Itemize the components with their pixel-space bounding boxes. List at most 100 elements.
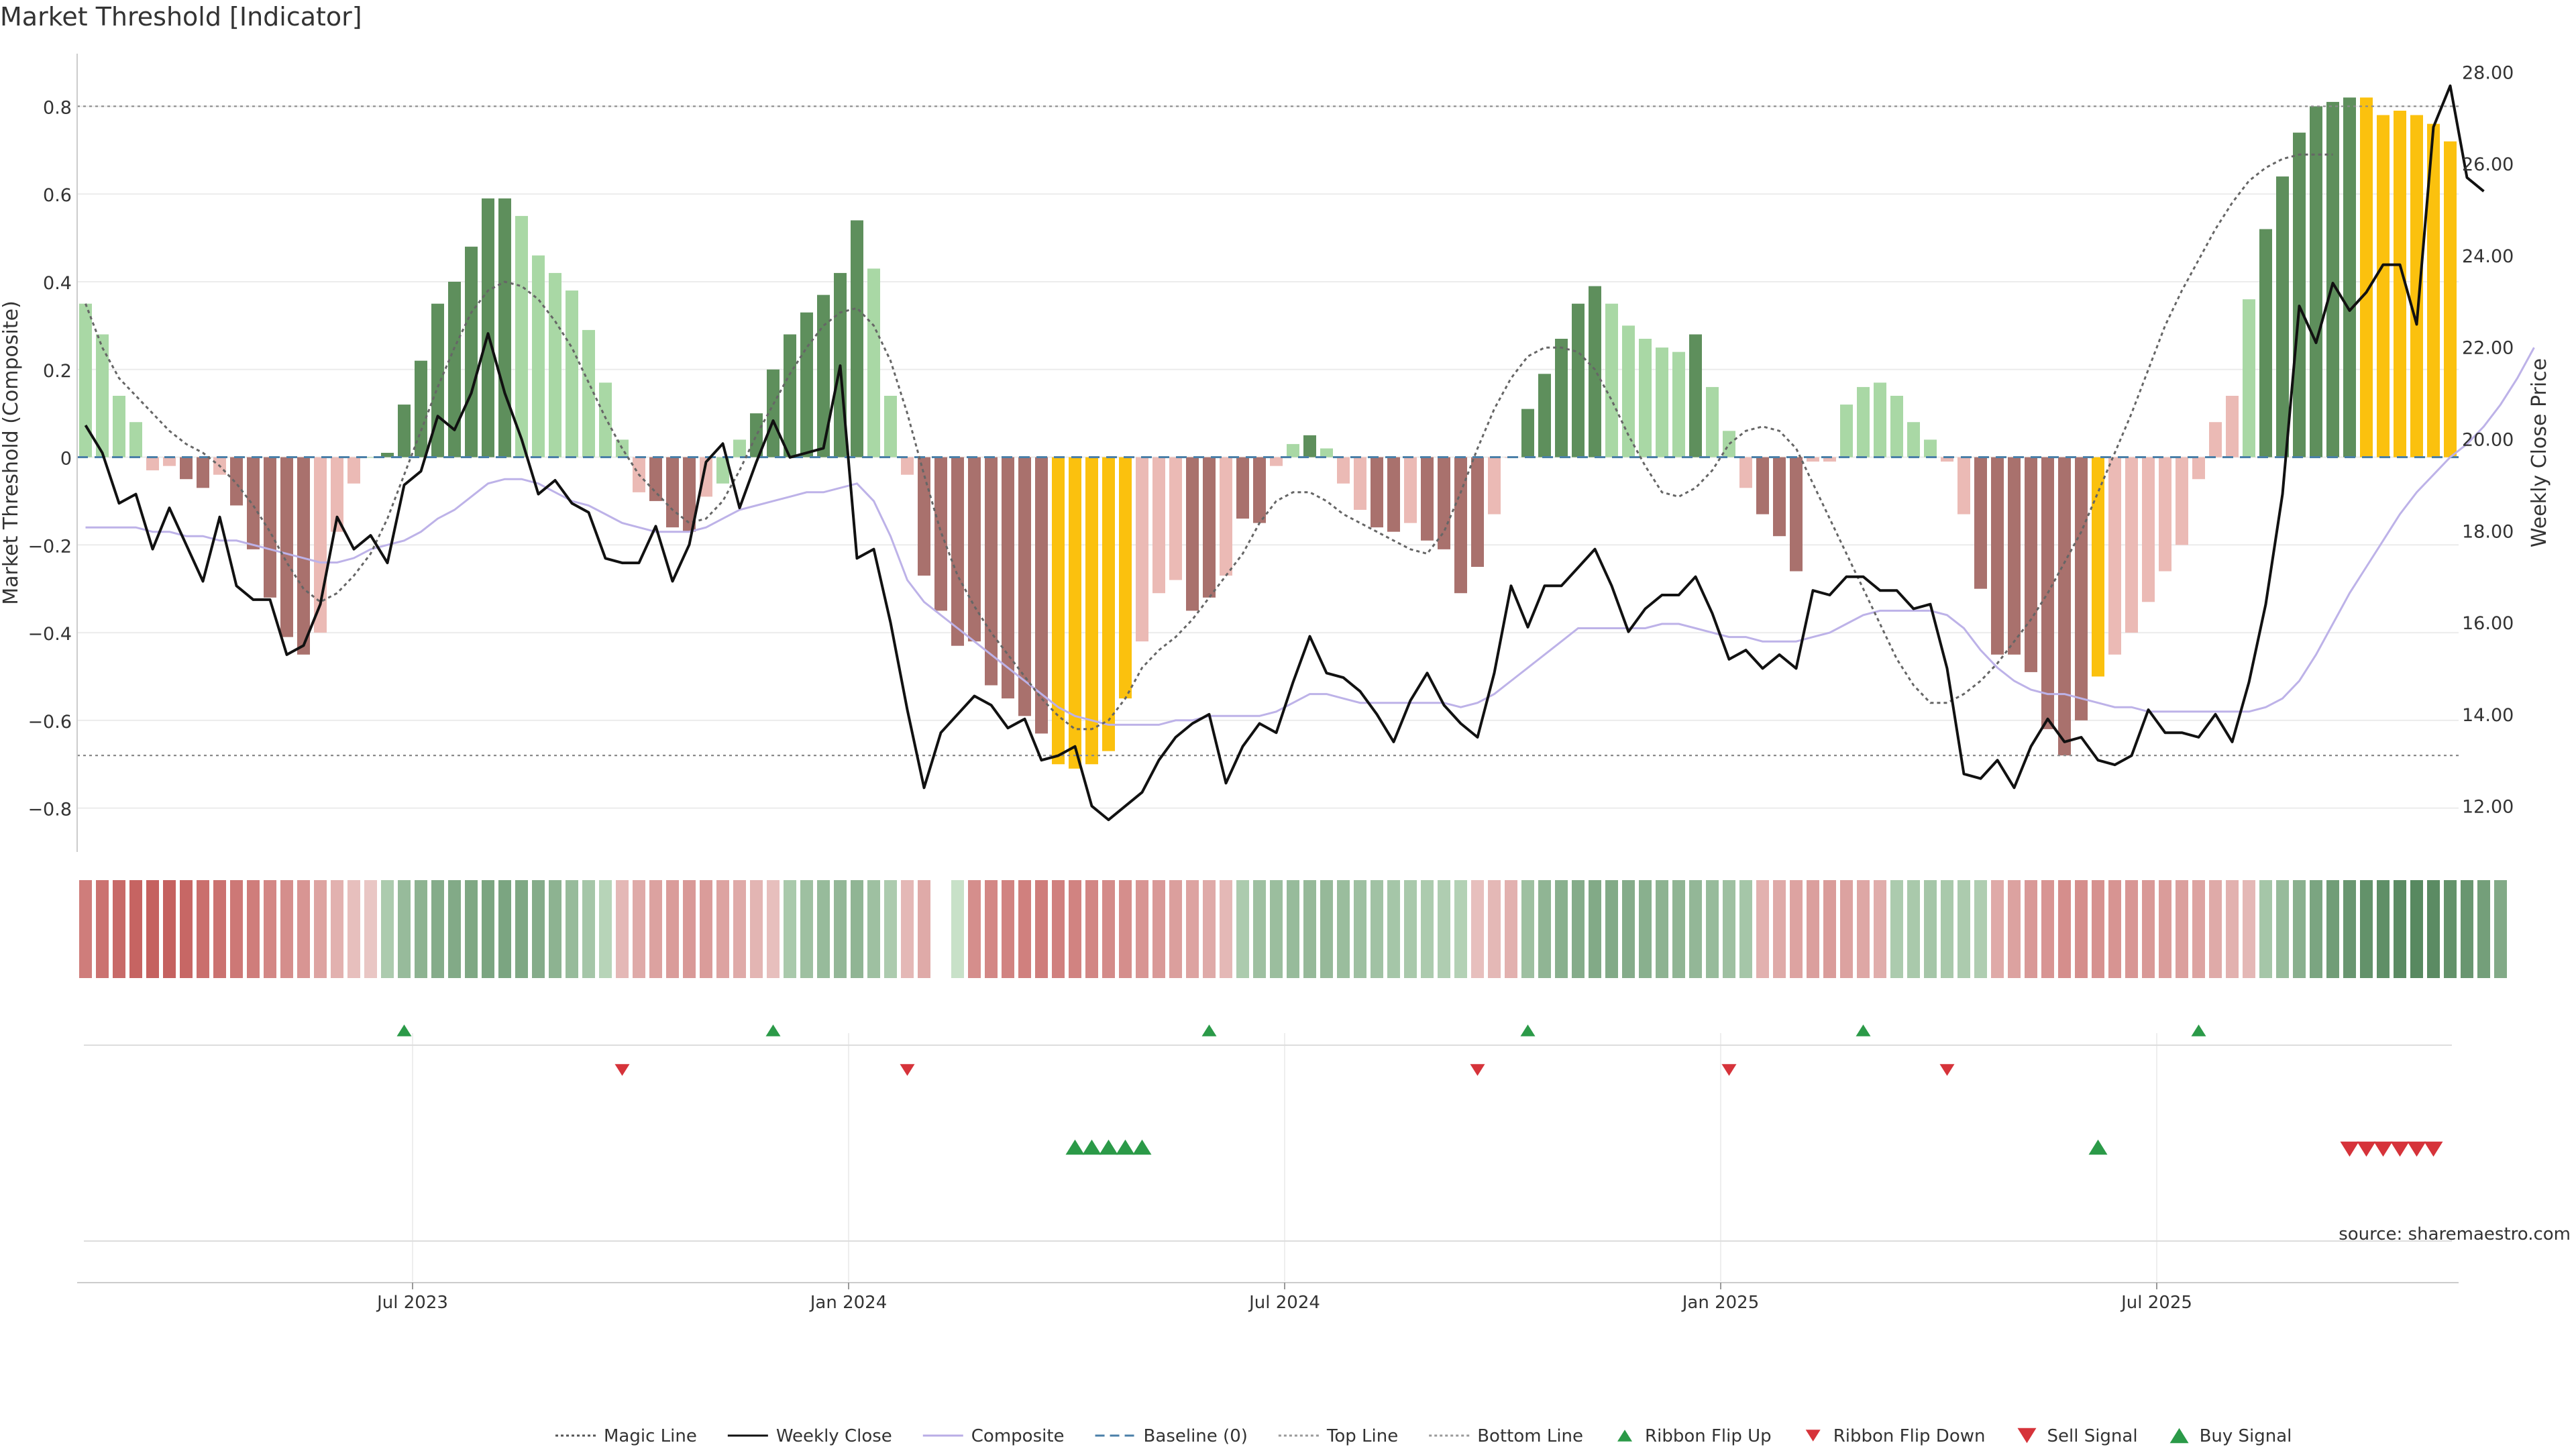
threshold-bar (163, 457, 176, 466)
threshold-bar (482, 198, 494, 458)
threshold-bars (79, 97, 2457, 769)
ribbon-cell (1521, 880, 1534, 978)
threshold-bar (398, 405, 411, 458)
sell-signal-marker (2424, 1141, 2443, 1157)
threshold-bar (96, 334, 109, 458)
threshold-bar (1589, 286, 1601, 458)
threshold-bar (347, 457, 360, 484)
threshold-bar (1253, 457, 1266, 523)
ribbon-cell (1102, 880, 1115, 978)
legend-item: Composite (922, 1426, 1065, 1446)
threshold-bar (733, 439, 746, 458)
threshold-bar (1337, 457, 1350, 484)
ribbon-cell (733, 880, 746, 978)
threshold-bar (1823, 457, 1836, 462)
ribbon-cell (1404, 880, 1417, 978)
threshold-bar (1639, 339, 1652, 458)
ribbon-cell (264, 880, 276, 978)
threshold-bar (532, 255, 545, 458)
threshold-bar (2243, 299, 2255, 458)
ribbon-cell (1203, 880, 1216, 978)
threshold-bar (1656, 347, 1668, 458)
x-tick-label: Jan 2024 (809, 1293, 888, 1313)
threshold-bar (1689, 334, 1702, 458)
legend: Magic Line Weekly Close Composite Baseline … (555, 1426, 2292, 1446)
ribbon-cell (1337, 880, 1350, 978)
buy-signal-marker (1082, 1139, 1102, 1155)
legend-item: Ribbon Flip Down (1805, 1426, 1985, 1446)
ribbon-cell (1421, 880, 1434, 978)
threshold-bar (2377, 115, 2390, 458)
ribbon-cell (1320, 880, 1333, 978)
threshold-bar (2142, 457, 2155, 602)
threshold-bar (1605, 303, 1618, 458)
ribbon-cell (297, 880, 310, 978)
threshold-bar (683, 457, 696, 532)
buy-signal-marker (1099, 1139, 1118, 1155)
threshold-bar (851, 220, 863, 458)
x-tick-label: Jul 2025 (2120, 1293, 2192, 1313)
ribbon-cell (2427, 880, 2440, 978)
ribbon-cell (1471, 880, 1484, 978)
legend-label: Ribbon Flip Up (1645, 1426, 1772, 1446)
ribbon-cell (1739, 880, 1752, 978)
ribbon-cell (2108, 880, 2121, 978)
threshold-bar (918, 457, 930, 576)
threshold-bar (884, 396, 897, 458)
ribbon-flip-up-marker (2191, 1024, 2206, 1036)
ribbon-cell (1438, 880, 1450, 978)
threshold-bar (1974, 457, 1987, 589)
threshold-bar (297, 457, 310, 655)
legend-label: Baseline (0) (1144, 1426, 1248, 1446)
threshold-bar (1739, 457, 1752, 488)
threshold-bar (247, 457, 260, 549)
ribbon-cell (767, 880, 780, 978)
threshold-bar (1169, 457, 1182, 580)
composite-line (85, 347, 2535, 726)
ribbon-cell (1957, 880, 1970, 978)
threshold-bar (750, 413, 763, 458)
threshold-bar (381, 453, 394, 458)
threshold-bar (2310, 106, 2322, 458)
threshold-bar (230, 457, 243, 506)
threshold-bar (280, 457, 293, 637)
legend-label: Composite (971, 1426, 1065, 1446)
ribbon-cell (918, 880, 930, 978)
y-tick-label: −0.8 (28, 800, 72, 820)
threshold-bar (1287, 443, 1299, 458)
x-axis: Jul 2023 Jan 2024 Jul 2024 Jan 2025 Jul 2025 (77, 1282, 2459, 1313)
sell-signal-marker (2340, 1141, 2359, 1157)
y2-tick-label: 28.00 (2462, 62, 2514, 83)
ribbon-cell (2276, 880, 2289, 978)
ribbon-cell (1152, 880, 1165, 978)
chart-title: Market Threshold [Indicator] (0, 2, 362, 32)
y-tick-label: 0 (60, 449, 72, 470)
ribbon-cell (1874, 880, 1886, 978)
buy-signal-marker (1116, 1139, 1135, 1155)
ribbon-cell (247, 880, 260, 978)
ribbon-cell (1991, 880, 2004, 978)
threshold-bar (817, 294, 830, 458)
ribbon-cell (1354, 880, 1366, 978)
sell-signal-marker (2407, 1141, 2426, 1157)
sell-signal-marker (2373, 1141, 2393, 1157)
ribbon-cell (129, 880, 142, 978)
threshold-bar (1404, 457, 1417, 523)
threshold-bar (1220, 457, 1232, 576)
ribbon-cell (1270, 880, 1283, 978)
ribbon-cell (951, 880, 964, 978)
threshold-bar (1957, 457, 1970, 515)
source-text: source: sharemaestro.com (2339, 1224, 2571, 1244)
threshold-bar (2276, 176, 2289, 458)
threshold-bar (2410, 115, 2423, 458)
ribbon-cell (2494, 880, 2507, 978)
ribbon-cell (163, 880, 176, 978)
ribbon-cell (985, 880, 998, 978)
y-tick-label: −0.6 (28, 712, 72, 733)
threshold-bar (2025, 457, 2037, 672)
ribbon-strip (79, 880, 2507, 978)
legend-label: Buy Signal (2200, 1426, 2292, 1446)
legend-item: Sell Signal (2017, 1426, 2138, 1446)
ribbon-cell (364, 880, 377, 978)
ribbon-cell (1890, 880, 1903, 978)
